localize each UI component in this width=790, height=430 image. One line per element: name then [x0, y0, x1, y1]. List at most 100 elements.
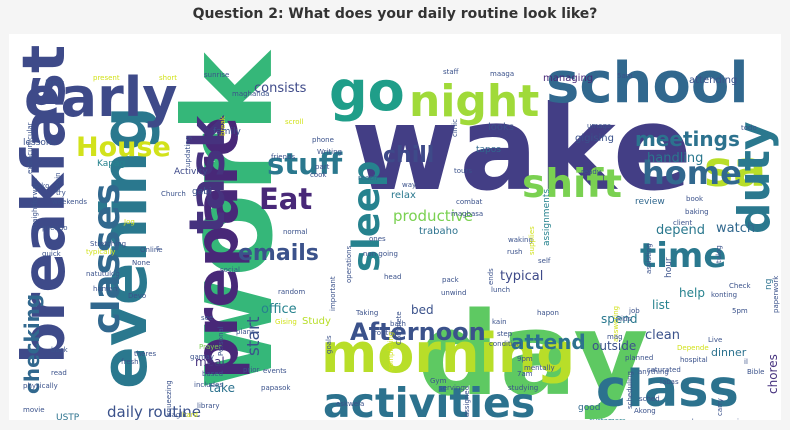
word-break: break: [219, 115, 227, 136]
word-good: good: [578, 403, 600, 413]
word-checking: checking: [20, 294, 44, 394]
word-check: Check: [729, 282, 751, 290]
word-magbasa: magbasa: [451, 210, 483, 218]
word-way: way: [402, 181, 416, 189]
word-physically: physically: [23, 382, 58, 390]
word-customers: customers: [589, 417, 626, 420]
word-umaga: umaga: [587, 122, 611, 130]
word-client: client: [673, 219, 692, 227]
word-rush: rush: [507, 248, 522, 256]
word-book: book: [686, 195, 704, 203]
word-non-going: non going: [363, 250, 398, 258]
word-family: family: [213, 127, 241, 137]
word-read: read: [51, 369, 67, 377]
word-none: None: [132, 259, 150, 267]
word-short: short: [159, 74, 177, 82]
word-chill: chill: [383, 143, 434, 168]
word-stuff: stuff: [267, 147, 343, 181]
word-quick: quick: [42, 250, 62, 258]
word-serving: serving: [439, 384, 465, 392]
word-live: Live: [708, 336, 722, 344]
word-breakfast: breakfast: [9, 45, 78, 364]
word-class: class: [596, 360, 739, 419]
word-depend: depend: [656, 223, 705, 238]
word-extracurricular: extracurricular: [26, 122, 34, 174]
word-9pm: 9pm: [517, 355, 533, 363]
word-reach: reach: [358, 174, 378, 182]
word-evening: evening: [88, 106, 161, 389]
word-plans: plans: [236, 328, 255, 336]
word-fresh: fresh: [121, 358, 139, 366]
word-kain: kain: [492, 318, 507, 326]
word-attending: attending: [689, 75, 737, 86]
word-completing: completing: [387, 332, 395, 371]
word-morning: morning: [321, 322, 575, 385]
word-7am: 7am: [517, 370, 533, 378]
word-includes: includes: [194, 381, 223, 389]
word-clean: clean: [645, 328, 680, 343]
word-relax: relax: [391, 190, 416, 201]
word-mentally: mentally: [524, 364, 555, 372]
word-sa: sa: [704, 141, 766, 198]
word-managing: managing: [543, 73, 593, 84]
word-looks: looks: [488, 122, 514, 133]
word-consists: consists: [254, 81, 307, 96]
word-chores: chores: [766, 354, 780, 394]
word-devo: Devo: [128, 292, 146, 300]
word-depende: Depende: [677, 344, 709, 352]
word-theres: theres: [134, 350, 157, 358]
word-complete: Complete: [395, 311, 403, 345]
word-hour: hour: [664, 257, 674, 278]
word-ready: ready: [581, 168, 601, 176]
word-gising: Gising: [275, 318, 297, 326]
word-ones: ones: [369, 235, 386, 243]
word-daily-routine: daily routine: [107, 403, 201, 420]
word-studying: studying: [508, 384, 538, 392]
word-natutulog: natutulog: [86, 270, 120, 278]
word-job: job: [628, 307, 640, 315]
word-5am: 5am: [617, 72, 633, 80]
word-friends: friends: [271, 153, 295, 161]
word-staff: staff: [443, 68, 459, 76]
word-unwind: unwind: [441, 289, 466, 297]
wordcloud-area: work wake day evening breakfast prepare school…: [9, 34, 781, 420]
word-handling: handling: [647, 151, 703, 166]
word-routine: routine: [374, 329, 399, 337]
word-bath: bath: [390, 320, 406, 328]
word-squeezing: squeezing: [165, 380, 173, 416]
word-kapag: Kapag: [97, 159, 125, 169]
word-hapon: hapon: [537, 309, 559, 317]
word-personal: Personal: [217, 326, 225, 356]
word-exercise: exercise: [718, 418, 747, 420]
word-lunch: lunch: [491, 286, 510, 294]
word-s: s: [156, 244, 160, 252]
word-served: served: [670, 418, 694, 420]
word-time: time: [640, 236, 726, 276]
word-office: office: [261, 302, 297, 317]
word-assisting: assisting: [645, 243, 653, 274]
word-ako: ako: [37, 182, 49, 190]
word-haman: haman: [93, 285, 117, 293]
word-early: early: [24, 66, 177, 129]
word-watch: watch: [716, 221, 755, 236]
word-tapos: tapos: [476, 145, 501, 155]
word-night: night: [409, 76, 539, 127]
word-pack: pack: [442, 276, 460, 284]
word-condition: condition: [489, 340, 521, 348]
word-random: random: [278, 288, 305, 296]
word-operations: operations: [345, 245, 353, 283]
word-pseudo: pseudo: [42, 224, 68, 232]
word-writing: Writing: [317, 148, 342, 156]
word-papasok: papasok: [261, 384, 291, 392]
word-lessons: lessons: [23, 138, 57, 148]
word-maghanda: maghanda: [232, 90, 269, 98]
word-school: school: [546, 51, 749, 116]
word-trabaho: trabaho: [419, 226, 458, 237]
word-dinner: dinner: [711, 346, 747, 359]
word-prepare: prepare: [182, 116, 251, 379]
word-scheduling: scheduling: [626, 371, 634, 409]
word-go: go: [329, 60, 405, 123]
word-church: Church: [161, 190, 186, 198]
word-tours: tours: [454, 167, 472, 175]
